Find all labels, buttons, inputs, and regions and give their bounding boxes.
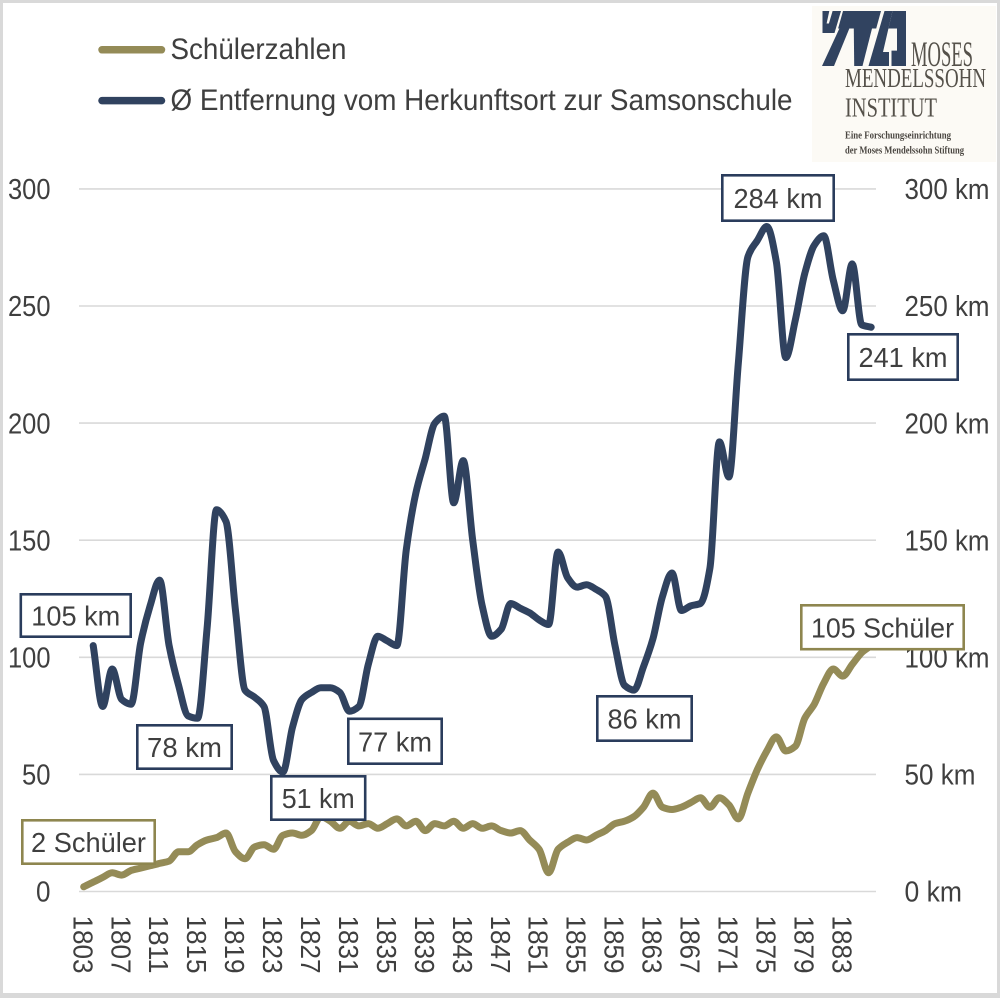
svg-text:50 km: 50 km [905,760,976,792]
svg-text:1807: 1807 [105,916,136,974]
svg-text:0: 0 [36,877,51,909]
svg-text:1879: 1879 [788,916,819,974]
svg-text:200: 200 [8,408,51,440]
svg-text:300 km: 300 km [905,174,990,206]
svg-text:51 km: 51 km [282,783,355,814]
svg-text:2 Schüler: 2 Schüler [31,827,146,858]
svg-text:1815: 1815 [181,916,212,974]
svg-text:200 km: 200 km [905,408,990,440]
svg-text:241 km: 241 km [859,342,948,373]
svg-text:77 km: 77 km [358,727,432,758]
svg-text:78 km: 78 km [147,732,222,763]
svg-text:der Moses Mendelssohn Stiftung: der Moses Mendelssohn Stiftung [845,144,964,156]
svg-text:1839: 1839 [409,916,440,974]
svg-text:250 km: 250 km [905,291,990,323]
svg-text:50: 50 [22,760,51,792]
svg-text:1819: 1819 [219,916,250,974]
svg-text:105 km: 105 km [31,601,120,632]
svg-text:1803: 1803 [67,916,98,974]
svg-text:1851: 1851 [523,916,554,974]
svg-text:1871: 1871 [713,916,744,974]
svg-text:1863: 1863 [637,916,668,974]
svg-text:1827: 1827 [295,916,326,974]
svg-text:Eine Forschungseinrichtung: Eine Forschungseinrichtung [845,130,951,142]
svg-text:1811: 1811 [143,916,174,974]
svg-text:1867: 1867 [675,916,706,974]
svg-text:0 km: 0 km [905,877,963,909]
svg-text:Schülerzahlen: Schülerzahlen [171,33,347,66]
svg-text:1831: 1831 [333,916,364,974]
svg-text:284 km: 284 km [734,183,823,214]
svg-text:105 Schüler: 105 Schüler [811,613,954,644]
svg-text:1843: 1843 [447,916,478,974]
svg-text:MOSES: MOSES [911,34,973,74]
svg-text:150 km: 150 km [905,525,990,557]
svg-text:250: 250 [8,291,51,323]
svg-text:INSTITUT: INSTITUT [845,93,937,123]
svg-text:86 km: 86 km [608,704,682,735]
svg-text:1835: 1835 [371,916,402,974]
svg-text:1847: 1847 [485,916,516,974]
svg-text:1823: 1823 [257,916,288,974]
svg-text:1859: 1859 [599,916,630,974]
svg-text:100: 100 [8,643,51,675]
svg-text:MENDELSSOHN: MENDELSSOHN [845,63,986,93]
svg-text:1883: 1883 [826,916,857,974]
svg-text:1875: 1875 [750,916,781,974]
svg-text:300: 300 [8,174,51,206]
svg-text:150: 150 [8,525,51,557]
svg-text:Ø Entfernung vom Herkunftsort: Ø Entfernung vom Herkunftsort zur Samson… [171,84,793,117]
svg-text:1855: 1855 [561,916,592,974]
